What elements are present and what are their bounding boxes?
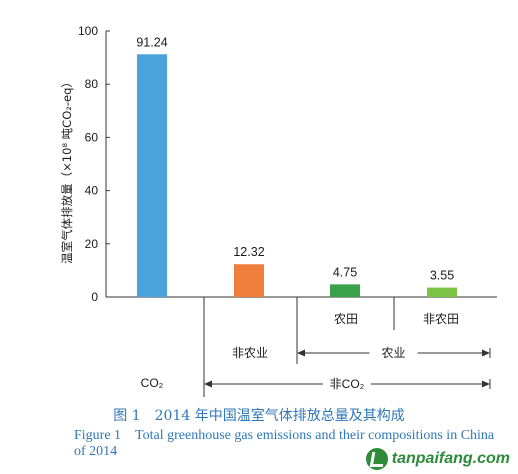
category-label-3: 非农田 xyxy=(423,312,459,326)
y-axis-title: 温室气体排放量（×10⁸ 吨CO₂-eq） xyxy=(60,76,74,264)
y-tick-label-4: 80 xyxy=(85,77,99,91)
watermark-text: tanpaifang.com xyxy=(391,450,510,467)
leaf-logo-icon xyxy=(365,448,388,470)
watermark: tanpaifang.com xyxy=(365,448,510,470)
bar-3 xyxy=(427,287,457,297)
chart: 0 20 40 60 80 100 温室气体排放量（×10⁸ 吨CO₂-eq） 91.24 1… xyxy=(60,24,497,397)
data-label-2: 4.75 xyxy=(333,265,357,279)
y-tick-label-3: 60 xyxy=(85,130,99,144)
group-arrowhead-right-1 xyxy=(482,380,490,388)
figure-caption-english: Figure 1 Total greenhouse gas emissions … xyxy=(74,428,495,459)
y-tick-label-5: 100 xyxy=(78,24,98,38)
category-label-2: 农田 xyxy=(334,312,358,326)
bar-0 xyxy=(137,54,167,297)
data-label-3: 3.55 xyxy=(430,269,454,283)
data-label-0: 91.24 xyxy=(136,35,167,49)
bar-layer: 91.24 12.32 4.75 3.55 xyxy=(136,35,457,297)
axis-layer: 0 20 40 60 80 100 温室气体排放量（×10⁸ 吨CO₂-eq） xyxy=(60,24,497,304)
bar-2 xyxy=(330,284,360,297)
figure-caption-chinese: 图 1 2014 年中国温室气体排放总量及其构成 xyxy=(113,408,405,424)
group-arrowhead-left-1 xyxy=(204,380,212,388)
group-arrowhead-right-0 xyxy=(482,349,490,357)
category-label-0: CO₂ xyxy=(141,376,164,390)
bar-1 xyxy=(234,264,264,297)
category-label-1: 非农业 xyxy=(232,346,268,360)
group-arrowhead-left-0 xyxy=(297,349,305,357)
group-label-1: 非CO₂ xyxy=(330,377,365,391)
data-label-1: 12.32 xyxy=(233,245,264,259)
y-tick-label-1: 20 xyxy=(85,237,99,251)
y-tick-label-2: 40 xyxy=(85,184,99,198)
y-tick-label-0: 0 xyxy=(91,290,98,304)
group-label-0: 农业 xyxy=(381,346,405,360)
